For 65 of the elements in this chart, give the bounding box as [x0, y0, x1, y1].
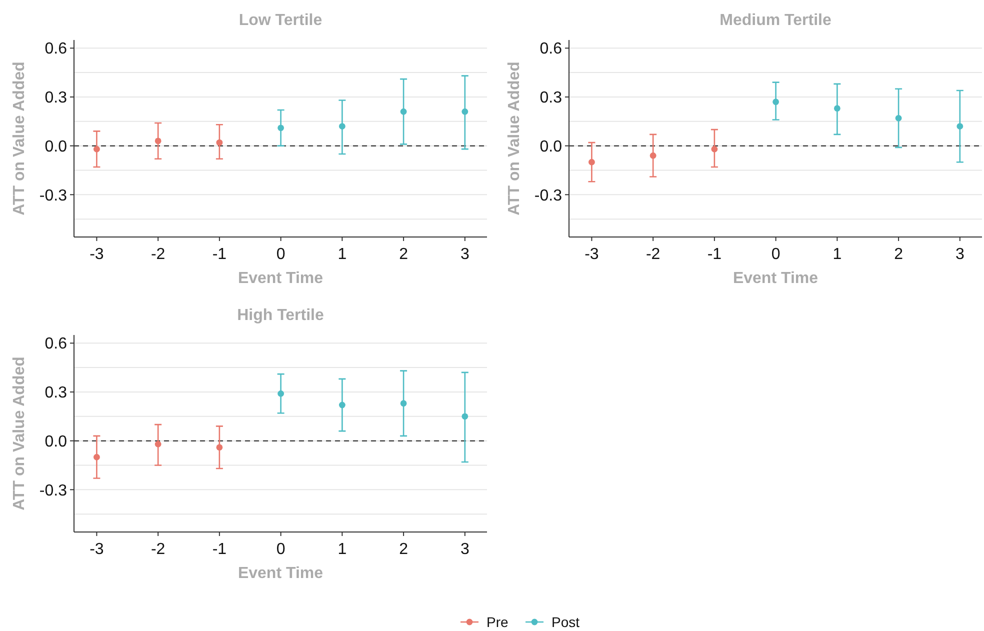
point [94, 454, 100, 460]
point [154, 440, 162, 448]
y-axis-title: ATT on Value Added [11, 356, 28, 510]
point [834, 105, 840, 112]
x-axis-title: Event Time [238, 270, 324, 287]
y-tick-label: 0.0 [44, 433, 68, 450]
y-tick-label: 0.0 [540, 138, 562, 156]
x-axis-title: Event Time [238, 565, 324, 582]
point [650, 152, 656, 159]
point [588, 158, 595, 166]
x-tick-label: 2 [399, 246, 408, 263]
point [338, 402, 346, 408]
x-tick-label: -3 [90, 246, 104, 263]
point [462, 413, 468, 420]
x-tick-label: 0 [276, 246, 286, 263]
x-tick-label: -2 [646, 246, 660, 263]
point [895, 114, 902, 122]
chart-title: Medium Tertile [720, 12, 832, 29]
x-tick-label: -3 [90, 541, 104, 558]
x-tick-label: 1 [338, 246, 347, 263]
point [216, 444, 223, 451]
point [400, 400, 407, 407]
x-tick-label: 3 [460, 246, 470, 263]
legend-label: Post [552, 614, 580, 630]
x-tick-label: -1 [707, 246, 722, 263]
x-tick-label: -2 [150, 541, 166, 558]
y-tick-label: -0.3 [39, 187, 68, 204]
chart-title: High Tertile [237, 307, 324, 324]
point [338, 123, 346, 130]
y-tick-label: -0.3 [39, 482, 68, 500]
x-tick-label: -3 [584, 246, 599, 263]
x-tick-label: 0 [771, 246, 780, 263]
x-tick-label: -1 [212, 541, 227, 558]
chart-title: Low Tertile [238, 12, 322, 29]
point [278, 124, 284, 132]
x-tick-label: 2 [894, 246, 904, 263]
point [400, 108, 407, 115]
x-tick-label: 3 [460, 541, 470, 558]
x-tick-label: 3 [955, 246, 964, 263]
y-axis-title: ATT on Value Added [11, 62, 28, 216]
point [711, 146, 718, 152]
x-tick-label: -2 [150, 246, 166, 263]
point [956, 123, 964, 130]
y-tick-label: 0.0 [44, 138, 68, 156]
x-tick-label: 1 [338, 541, 347, 558]
x-axis-title: Event Time [732, 270, 818, 287]
y-tick-label: 0.6 [540, 40, 562, 58]
point [154, 138, 162, 144]
point [278, 390, 284, 397]
legend-label: Pre [486, 614, 508, 630]
y-axis-title: ATT on Value Added [506, 62, 523, 216]
y-tick-label: 0.6 [44, 336, 68, 353]
y-tick-label: 0.6 [44, 40, 68, 58]
y-tick-label: -0.3 [534, 187, 562, 204]
x-tick-label: 0 [276, 541, 286, 558]
point [772, 98, 780, 106]
x-tick-label: -1 [212, 246, 227, 263]
point [216, 139, 223, 146]
y-tick-label: 0.3 [44, 90, 68, 107]
x-tick-label: 2 [399, 541, 408, 558]
point [94, 146, 100, 152]
x-tick-label: 1 [832, 246, 842, 263]
y-tick-label: 0.3 [540, 90, 562, 107]
point [462, 108, 468, 115]
y-tick-label: 0.3 [44, 384, 68, 402]
